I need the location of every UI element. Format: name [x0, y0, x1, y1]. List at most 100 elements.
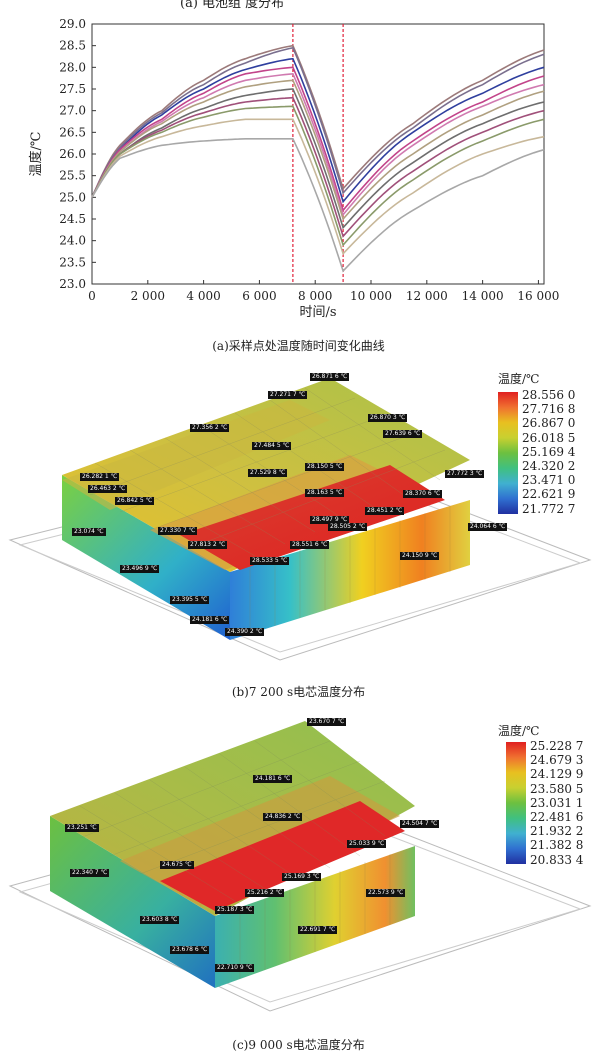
b-temperature-tag: 27.484 5 ℃	[252, 442, 292, 450]
b-temperature-tag: 24.181 6 ℃	[190, 616, 230, 624]
temperature-series-1	[91, 44, 545, 198]
temperature-series-5	[91, 72, 545, 217]
b-temperature-tag: 27.529 8 ℃	[248, 469, 288, 477]
c-legend-value: 23.031 1	[530, 795, 584, 810]
x-axis-label: 时间/s	[299, 305, 336, 320]
x-tick-label: 2 000	[131, 289, 165, 303]
x-tick-label: 10 000	[350, 289, 392, 303]
b-temperature-tag: 27.271 7 ℃	[268, 391, 308, 399]
legend-title-b: 温度/℃	[498, 372, 540, 386]
legend-colorbar-b	[498, 392, 518, 514]
temperature-series-6	[91, 79, 545, 221]
temperature-line-chart: 0 2 000 4 000 6 000 8 000 10 000 12 000 14 000 1…	[28, 17, 559, 320]
c-temperature-tag: 24.181 6 ℃	[253, 775, 293, 783]
y-tick-label: 26.5	[59, 125, 86, 139]
temperature-series-2	[91, 46, 545, 198]
legend-title-c: 温度/℃	[498, 724, 540, 738]
caption-a: (a)采样点处温度随时间变化曲线	[212, 339, 385, 353]
temperature-series-11	[91, 138, 545, 273]
c-temperature-tag: 22.573 9 ℃	[366, 889, 406, 897]
b-legend-value: 26.018 5	[522, 430, 576, 445]
c-legend-value: 25.228 7	[530, 739, 584, 753]
c-legend-value: 23.580 5	[530, 781, 584, 796]
b-legend-value: 21.772 7	[522, 501, 576, 516]
caption-b: (b)7 200 s电芯温度分布	[231, 685, 366, 699]
c-temperature-tag: 24.675 ℃	[160, 861, 194, 869]
x-tick-label: 8 000	[298, 289, 332, 303]
b-temperature-tag: 26.871 6 ℃	[310, 373, 350, 381]
y-tick-label: 26.0	[59, 147, 86, 161]
c-temperature-tag: 23.670 7 ℃	[307, 718, 347, 726]
b-temperature-tag: 28.163 5 ℃	[305, 489, 345, 497]
b-temperature-tag: 28.505 2 ℃	[328, 523, 368, 531]
b-temperature-tag: 23.074 ℃	[72, 528, 106, 536]
b-temperature-tag: 28.150 5 ℃	[305, 463, 345, 471]
c-legend-value: 22.481 6	[530, 810, 584, 824]
y-tick-label: 27.5	[59, 82, 86, 96]
y-tick-label: 24.0	[59, 234, 86, 248]
b-legend-value: 28.556 0	[522, 388, 576, 402]
b-temperature-tag: 27.639 6 ℃	[383, 430, 423, 438]
c-temperature-tag: 24.504 7 ℃	[400, 820, 440, 828]
header-partial: (a) 电池组 度分布	[180, 0, 285, 11]
temperature-series-10	[91, 118, 545, 256]
y-tick-label: 29.0	[59, 17, 86, 31]
c-temperature-tag: 25.187 3 ℃	[215, 906, 255, 914]
y-tick-label: 25.0	[59, 190, 86, 204]
b-temperature-tag: 23.496 9 ℃	[120, 565, 160, 573]
temperature-series-3	[91, 57, 545, 204]
legend-colorbar-c	[506, 742, 526, 864]
b-temperature-tag: 27.330 7 ℃	[158, 527, 198, 535]
b-temperature-tag: 26.282 1 ℃	[80, 473, 120, 481]
b-temperature-tag: 27.772 3 ℃	[445, 470, 485, 478]
b-temperature-tag: 28.497 9 ℃	[310, 516, 350, 524]
b-temperature-tag: 28.451 2 ℃	[365, 507, 405, 515]
c-temperature-tag: 22.710 9 ℃	[215, 964, 255, 972]
c-legend-value: 20.833 4	[530, 852, 584, 867]
temperature-series-9	[91, 105, 545, 247]
b-temperature-tag: 26.842 5 ℃	[115, 497, 155, 505]
b-temperature-tag: 24.064 6 ℃	[468, 523, 508, 531]
x-tick-label: 4 000	[186, 289, 220, 303]
y-tick-label: 27.0	[59, 104, 86, 118]
c-temperature-tag: 25.169 3 ℃	[282, 873, 322, 881]
x-tick-label: 0	[88, 289, 96, 303]
b-temperature-tag: 27.813 2 ℃	[188, 541, 228, 549]
c-temperature-tag: 23.251 ℃	[65, 824, 99, 832]
y-tick-label: 28.0	[59, 60, 86, 74]
c-temperature-tag: 23.678 6 ℃	[170, 946, 210, 954]
c-legend-value: 24.679 3	[530, 753, 584, 768]
y-tick-label: 23.5	[59, 255, 86, 269]
x-tick-label: 16 000	[517, 289, 559, 303]
y-axis-label: 温度/℃	[28, 132, 44, 177]
y-tick-label: 23.0	[59, 277, 86, 291]
x-tick-label: 12 000	[406, 289, 448, 303]
c-temperature-tag: 22.340 7 ℃	[70, 869, 110, 877]
b-temperature-tag: 27.356 2 ℃	[190, 424, 230, 432]
y-tick-label: 25.5	[59, 169, 86, 183]
b-temperature-tag: 28.533 5 ℃	[250, 557, 290, 565]
b-temperature-tag: 28.370 6 ℃	[403, 490, 443, 498]
b-legend-value: 23.471 0	[522, 473, 576, 488]
battery-pack-3d-view-c	[8, 721, 592, 1012]
b-legend-value: 27.716 8	[522, 402, 576, 417]
y-tick-label: 24.5	[59, 212, 86, 226]
caption-c: (c)9 000 s电芯温度分布	[232, 1038, 365, 1052]
c-temperature-tag: 25.033 9 ℃	[347, 840, 387, 848]
c-temperature-tag: 24.836 2 ℃	[263, 813, 303, 821]
x-tick-label: 6 000	[242, 289, 276, 303]
b-temperature-tag: 24.150 9 ℃	[400, 552, 440, 560]
c-legend-value: 24.129 9	[530, 767, 584, 782]
b-temperature-tag: 26.463 2 ℃	[88, 485, 128, 493]
plot-area	[91, 23, 545, 285]
c-temperature-tag: 25.216 2 ℃	[245, 889, 285, 897]
temperature-series-4	[91, 66, 545, 212]
c-legend-value: 21.932 2	[530, 824, 584, 839]
temperature-series-8	[91, 96, 545, 238]
b-temperature-tag: 26.870 3 ℃	[368, 414, 408, 422]
b-temperature-tag: 24.390 2 ℃	[225, 628, 265, 636]
c-temperature-tag: 23.603 8 ℃	[140, 916, 180, 924]
b-temperature-tag: 23.395 5 ℃	[170, 596, 210, 604]
b-legend-value: 22.621 9	[522, 487, 576, 502]
temperature-series-7	[91, 88, 545, 230]
